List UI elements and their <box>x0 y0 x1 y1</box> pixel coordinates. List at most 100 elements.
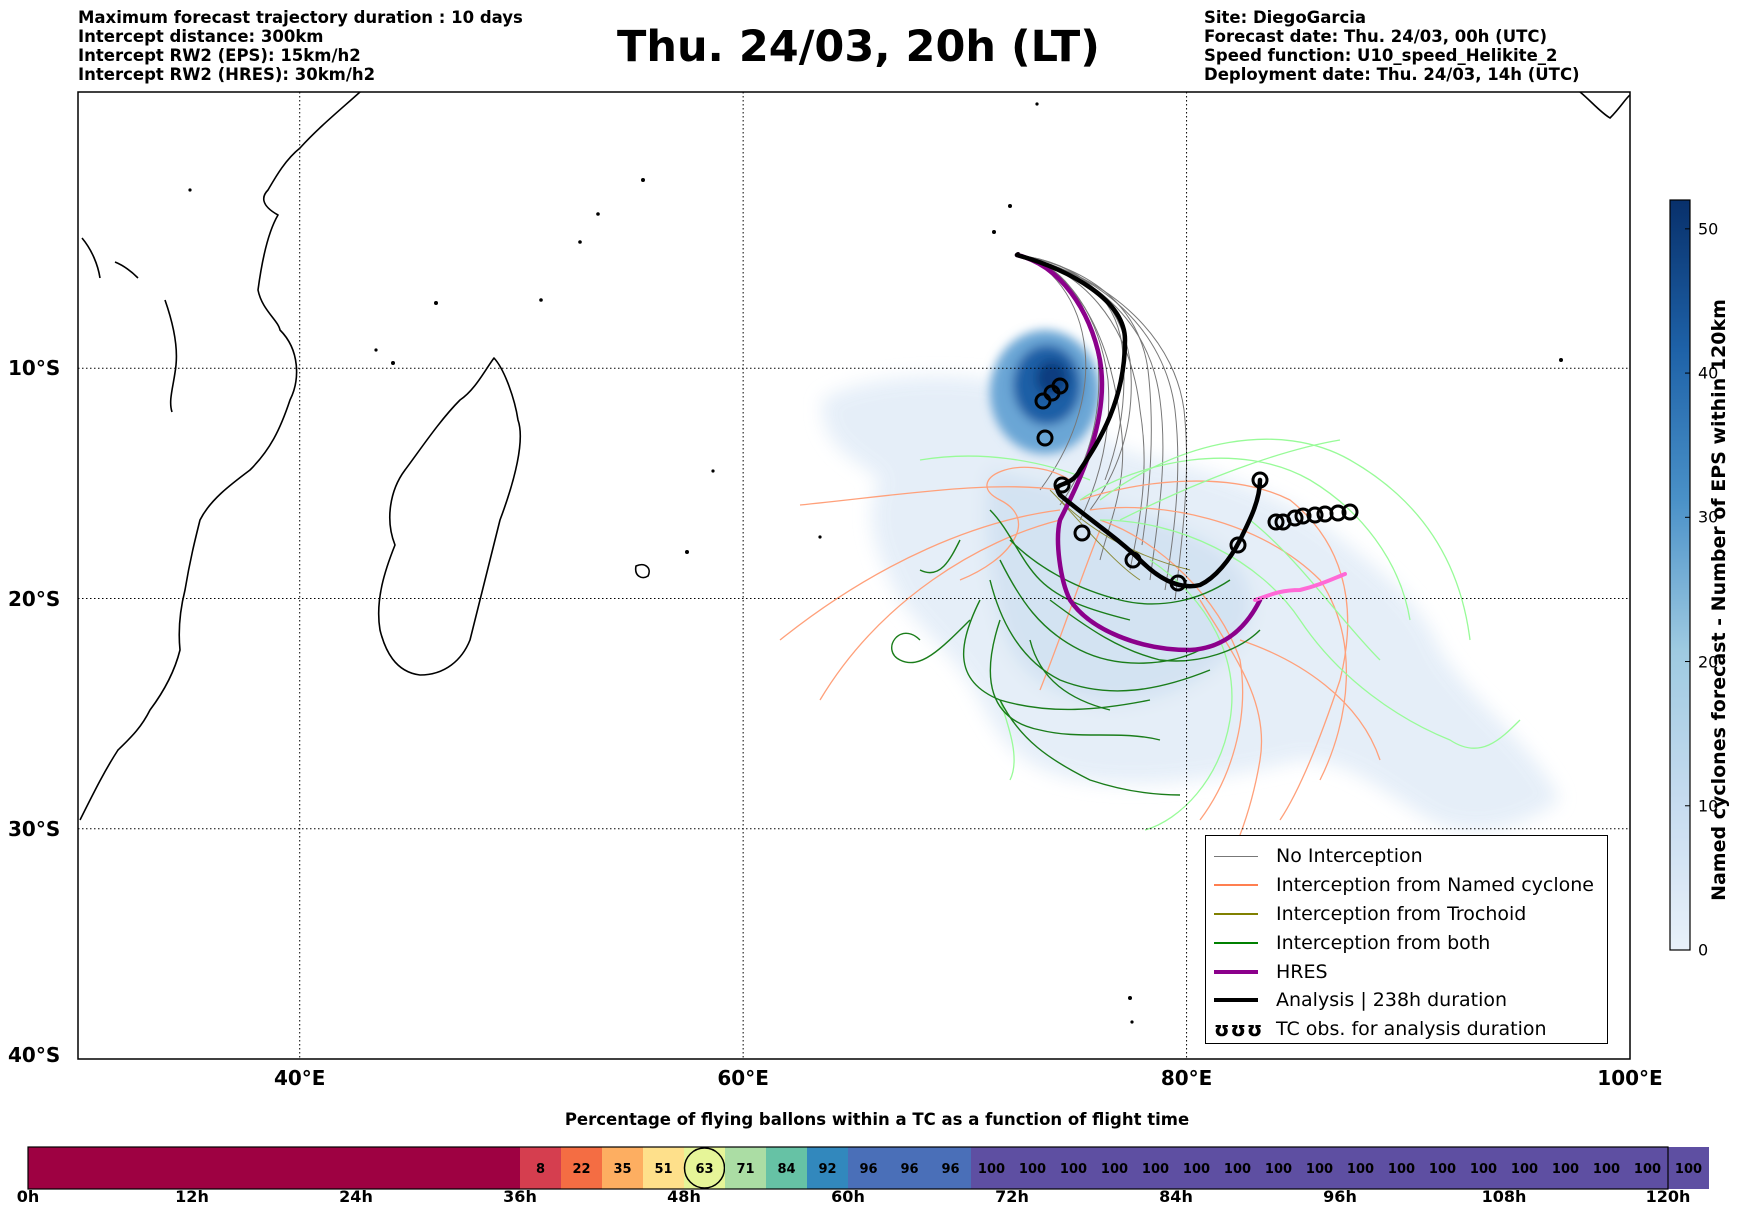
africa-coastline <box>79 92 361 821</box>
legend-entry: Interception from both <box>1206 928 1607 957</box>
timeline-hour-label: 72h <box>995 1187 1029 1206</box>
timeline-segment-value: 100 <box>1101 1162 1128 1177</box>
timeline-hour-label: 60h <box>831 1187 865 1206</box>
current-time-marker <box>683 1147 726 1189</box>
header-right-line: Forecast date: Thu. 24/03, 00h (UTC) <box>1204 27 1548 46</box>
legend-swatch <box>1214 884 1258 886</box>
timeline-segment-value: 22 <box>572 1162 590 1177</box>
timeline-hour-label: 12h <box>175 1187 209 1206</box>
timeline-segment-value: 100 <box>1224 1162 1251 1177</box>
timeline-segment <box>1135 1147 1176 1189</box>
timeline-bar: 8 22 35 51 63 71 84 92 96 96 96 100 100 100 100 100 100 1… <box>27 1146 1709 1190</box>
latitude-label: 30°S <box>8 816 61 841</box>
header-left: Maximum forecast trajectory duration : 1… <box>78 8 523 84</box>
colorbar-tick-label: 30 <box>1698 507 1719 527</box>
timeline-segment <box>1545 1147 1586 1189</box>
colorbar-tick-label: 0 <box>1698 940 1709 960</box>
header-left-line: Intercept RW2 (EPS): 15km/h2 <box>78 46 361 65</box>
map-grid <box>78 92 1630 1059</box>
header-left-line: Maximum forecast trajectory duration : 1… <box>78 8 523 27</box>
legend-entry: ʊʊʊ TC obs. for analysis duration <box>1206 1015 1607 1044</box>
timeline-segment-value: 100 <box>1634 1162 1661 1177</box>
timeline-hour-label: 108h <box>1481 1187 1527 1206</box>
hres-trajectory <box>1014 252 1347 653</box>
timeline-segment-value: 92 <box>818 1162 836 1177</box>
madagascar-coastline <box>377 357 522 676</box>
timeline-segment <box>1504 1147 1545 1189</box>
legend-swatch <box>1214 913 1258 915</box>
timeline-segment <box>1668 1147 1709 1189</box>
timeline-segment <box>1422 1147 1463 1189</box>
header-right: Site: DiegoGarcia Forecast date: Thu. 24… <box>1204 8 1580 84</box>
timeline-segment <box>602 1147 643 1189</box>
timeline-segment <box>1094 1147 1135 1189</box>
legend-entry: HRES <box>1206 957 1607 986</box>
coastlines <box>79 92 1630 821</box>
legend-swatch <box>1214 855 1258 858</box>
colorbar-tick-label: 10 <box>1698 796 1719 816</box>
timeline-segment <box>1627 1147 1668 1189</box>
timeline-segment-value: 96 <box>900 1162 918 1177</box>
timeline-segment-value: 100 <box>1388 1162 1415 1177</box>
timeline-segment-value: 100 <box>1306 1162 1333 1177</box>
timeline-hour-label: 24h <box>339 1187 373 1206</box>
timeline-segment-value: 100 <box>1142 1162 1169 1177</box>
timeline-segment-value: 100 <box>1593 1162 1620 1177</box>
longitude-label: 40°E <box>273 1066 326 1090</box>
timeline-segment <box>848 1147 889 1189</box>
legend-entry: Interception from Named cyclone <box>1206 871 1607 900</box>
timeline-segment <box>1053 1147 1094 1189</box>
longitude-label: 60°E <box>717 1066 769 1090</box>
map-frame <box>77 91 1631 1060</box>
timeline-segment-value: 35 <box>613 1162 631 1177</box>
timeline-segment-value: 100 <box>1675 1162 1702 1177</box>
legend-label: Interception from both <box>1276 931 1491 954</box>
timeline-segment-value: 100 <box>1183 1162 1210 1177</box>
timeline-segment <box>1299 1147 1340 1189</box>
timeline-segment-value: 100 <box>1060 1162 1087 1177</box>
tc-observation-loops <box>1034 377 1359 592</box>
timeline-segment <box>766 1147 807 1189</box>
small-island <box>81 237 101 279</box>
legend-label: No Interception <box>1276 845 1423 868</box>
timeline-segment <box>1258 1147 1299 1189</box>
timeline-hour-label: 36h <box>503 1187 537 1206</box>
small-island <box>114 261 139 279</box>
header-left-line: Intercept distance: 300km <box>78 27 324 46</box>
legend-label: HRES <box>1276 960 1328 983</box>
timeline-segment-value: 8 <box>536 1162 545 1177</box>
legend: No Interception Interception from Named c… <box>1205 835 1608 1044</box>
cyclone-density-field <box>821 330 1560 831</box>
timeline-segment <box>725 1147 766 1189</box>
timeline-hour-label: 84h <box>1159 1187 1193 1206</box>
timeline-segment <box>971 1147 1012 1189</box>
small-island <box>164 299 178 413</box>
legend-entry: No Interception <box>1206 842 1607 871</box>
timeline-segment <box>520 1147 561 1189</box>
timeline-segment-value: 100 <box>1470 1162 1497 1177</box>
both-interception-trajectories <box>891 509 1261 796</box>
legend-swatch <box>1214 942 1258 944</box>
legend-entry: Analysis | 238h duration <box>1206 986 1607 1015</box>
timeline-segment <box>807 1147 848 1189</box>
timeline-segment <box>1463 1147 1504 1189</box>
timeline-segment <box>643 1147 684 1189</box>
timeline-segment <box>930 1147 971 1189</box>
timeline-segment-value: 100 <box>1511 1162 1538 1177</box>
colorbar-label: Named cyclones forecast - Number of EPS … <box>1708 299 1730 901</box>
small-island <box>1579 92 1630 119</box>
timeline-segment <box>1217 1147 1258 1189</box>
timeline-segment <box>1586 1147 1627 1189</box>
colorbar-gradient <box>1669 199 1691 951</box>
timeline-segment-value: 84 <box>777 1162 795 1177</box>
timeline-segment-value: 96 <box>859 1162 877 1177</box>
header-right-line: Site: DiegoGarcia <box>1204 8 1367 27</box>
density-colorbar <box>1669 199 1691 951</box>
timeline-segment-value: 71 <box>736 1162 754 1177</box>
timeline-hour-label: 96h <box>1323 1187 1357 1206</box>
colorbar-tick-label: 50 <box>1698 219 1719 239</box>
timeline-segment <box>1012 1147 1053 1189</box>
colorbar-tick-label: 40 <box>1698 363 1719 383</box>
analysis-trajectory <box>1014 252 1263 589</box>
